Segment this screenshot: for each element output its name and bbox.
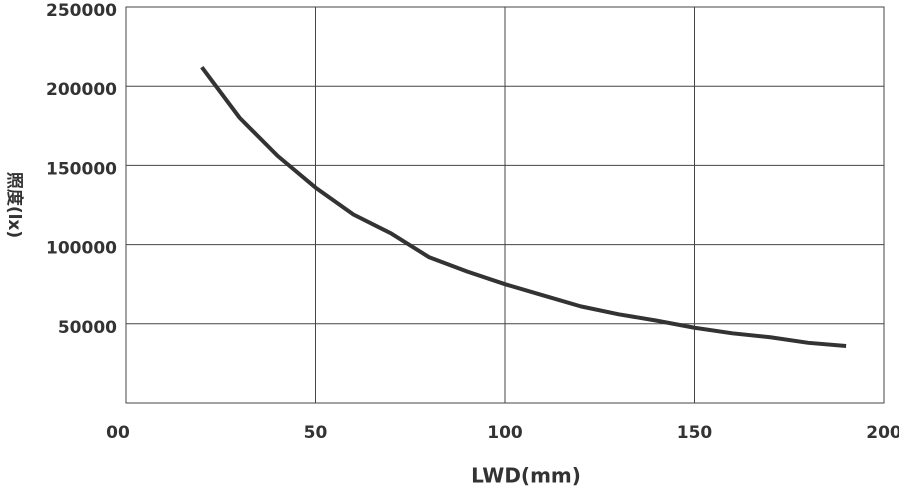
y-tick-label: 50000 [58,318,117,338]
x-tick-label: 00 [106,423,130,443]
x-tick-label: 150 [677,423,713,443]
data-line [200,65,847,348]
y-tick-label: 200000 [46,80,117,100]
y-tick-label: 150000 [46,159,117,179]
x-tick-label: 50 [304,423,328,443]
y-tick-label: 250000 [46,1,117,21]
x-tick-label: 100 [487,423,523,443]
x-axis-label: LWD(mm) [471,464,581,488]
x-tick-label: 200 [866,423,899,443]
y-axis-label: 照度(lx) [4,172,25,238]
y-tick-label: 100000 [46,239,117,259]
